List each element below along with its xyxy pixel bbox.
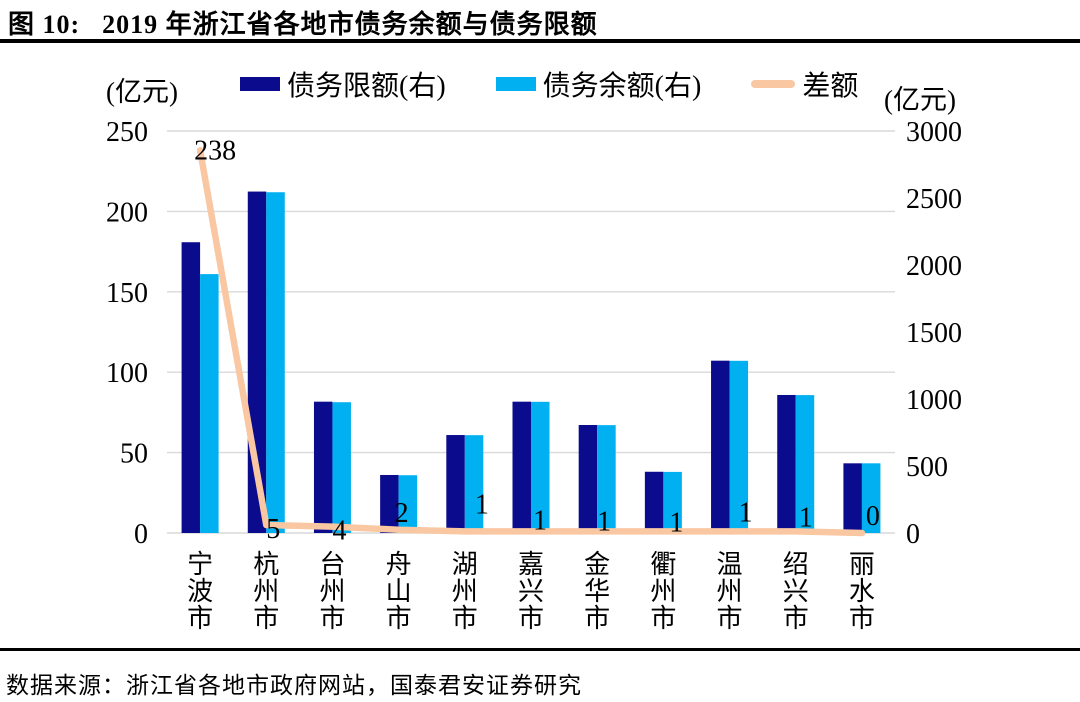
data-source-note: 数据来源：浙江省各地市政府网站，国泰君安证券研究 bbox=[6, 673, 582, 698]
difference-line bbox=[196, 147, 866, 537]
x-axis-city-labels: 宁波市 杭州市 台州市 舟山市 湖州市 嘉兴市 金华市 衢州市 温州市 绍兴市 丽水市 bbox=[187, 550, 875, 633]
difference-line-swatch-icon bbox=[751, 80, 796, 88]
svg-text:0: 0 bbox=[906, 519, 920, 550]
svg-text:250: 250 bbox=[106, 117, 148, 148]
legend-label-debt-balance: 债务余额(右) bbox=[542, 71, 702, 102]
svg-text:4: 4 bbox=[332, 516, 346, 547]
svg-text:1: 1 bbox=[669, 507, 683, 538]
svg-text:1: 1 bbox=[533, 505, 547, 536]
combo-chart: 0501001502002500500100015002000250030002… bbox=[106, 117, 962, 633]
left-axis-tick-labels: 0 50 100 150 200 250 bbox=[106, 117, 148, 550]
right-axis-unit-label: (亿元) bbox=[884, 85, 956, 115]
legend-label-difference: 差额 bbox=[802, 71, 859, 102]
svg-text:0: 0 bbox=[866, 501, 880, 532]
svg-text:温州市: 温州市 bbox=[717, 550, 743, 633]
debt-limit-swatch-icon bbox=[240, 77, 280, 91]
svg-text:1: 1 bbox=[799, 502, 813, 533]
svg-text:1: 1 bbox=[597, 506, 611, 537]
svg-text:2500: 2500 bbox=[906, 184, 962, 215]
figure-title-text: 2019 年浙江省各地市债务余额与债务限额 bbox=[102, 10, 598, 39]
svg-text:500: 500 bbox=[906, 452, 948, 483]
footer-divider bbox=[0, 648, 1080, 651]
svg-text:绍兴市: 绍兴市 bbox=[783, 550, 809, 633]
figure-title: 图 10: 2019 年浙江省各地市债务余额与债务限额 bbox=[8, 4, 598, 41]
bars-debt-balance bbox=[200, 192, 881, 533]
legend-label-debt-limit: 债务限额(右) bbox=[287, 71, 446, 102]
svg-text:1500: 1500 bbox=[906, 318, 962, 349]
chart-area: 0 50 100 150 200 250 0 500 1000 1500 2000 2500 3000 2… bbox=[0, 110, 1080, 655]
debt-balance-swatch-icon bbox=[495, 77, 536, 91]
figure-number: 图 10: bbox=[8, 10, 81, 39]
svg-text:衢州市: 衢州市 bbox=[650, 550, 676, 633]
title-divider bbox=[0, 39, 1080, 43]
difference-value-labels: 238 5 4 2 1 1 1 1 1 1 0 bbox=[194, 135, 880, 546]
svg-text:湖州市: 湖州市 bbox=[452, 550, 478, 633]
svg-text:50: 50 bbox=[120, 439, 148, 470]
svg-text:100: 100 bbox=[106, 358, 148, 389]
svg-text:5: 5 bbox=[266, 514, 280, 545]
svg-text:1: 1 bbox=[739, 497, 753, 528]
legend-item-difference: 差额 bbox=[751, 64, 858, 104]
svg-text:1: 1 bbox=[475, 489, 489, 520]
bars-debt-limit bbox=[181, 191, 862, 533]
left-axis-unit-label: (亿元) bbox=[106, 77, 178, 107]
svg-text:宁波市: 宁波市 bbox=[187, 550, 213, 633]
svg-text:金华市: 金华市 bbox=[584, 550, 610, 633]
svg-text:2: 2 bbox=[395, 498, 409, 529]
svg-text:0: 0 bbox=[134, 519, 148, 550]
svg-text:台州市: 台州市 bbox=[319, 550, 345, 633]
svg-text:3000: 3000 bbox=[906, 117, 962, 148]
chart-legend: 债务限额(右) 债务余额(右) 差额 bbox=[240, 64, 858, 104]
svg-text:嘉兴市: 嘉兴市 bbox=[518, 550, 544, 633]
legend-item-debt-balance: 债务余额(右) bbox=[495, 64, 702, 104]
svg-text:杭州市: 杭州市 bbox=[253, 550, 279, 633]
svg-text:200: 200 bbox=[106, 197, 148, 228]
svg-text:238: 238 bbox=[194, 135, 236, 166]
svg-text:150: 150 bbox=[106, 278, 148, 309]
svg-text:1000: 1000 bbox=[906, 385, 962, 416]
legend-item-debt-limit: 债务限额(右) bbox=[240, 64, 446, 104]
svg-text:舟山市: 舟山市 bbox=[386, 550, 412, 633]
svg-text:2000: 2000 bbox=[906, 251, 962, 282]
svg-text:丽水市: 丽水市 bbox=[849, 550, 875, 633]
right-axis-tick-labels: 0 500 1000 1500 2000 2500 3000 bbox=[906, 117, 962, 550]
